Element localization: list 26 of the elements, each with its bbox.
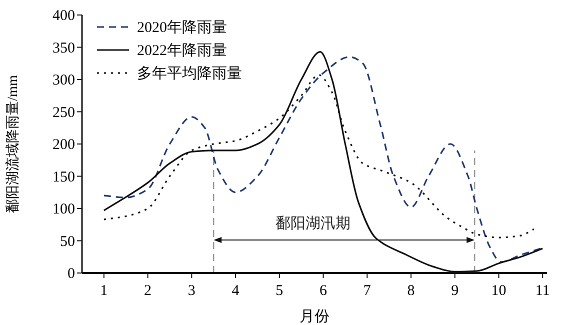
y-tick-label: 150 (52, 169, 75, 186)
x-tick-label: 2 (144, 283, 152, 299)
x-tick-label: 1 (100, 283, 108, 299)
legend-label: 2020年降雨量 (137, 19, 227, 36)
x-tick-label: 10 (491, 283, 506, 299)
y-tick-label: 350 (52, 40, 75, 56)
x-tick-label: 4 (232, 283, 240, 299)
legend-label: 多年平均降雨量 (137, 65, 242, 82)
x-tick-label: 11 (535, 283, 550, 299)
y-tick-label: 300 (52, 72, 75, 88)
x-tick-label: 8 (407, 283, 415, 299)
y-tick-label: 250 (52, 104, 75, 121)
x-tick-label: 7 (363, 283, 372, 299)
annotation: 鄱阳湖汛期 (275, 215, 350, 232)
x-axis-title: 月份 (300, 309, 330, 325)
x-tick-label: 3 (188, 283, 196, 299)
y-tick-label: 400 (52, 8, 75, 24)
x-tick-label: 9 (451, 283, 459, 299)
y-tick-label: 100 (52, 202, 75, 218)
legend-label: 2022年降雨量 (137, 42, 227, 59)
x-tick-label: 6 (320, 283, 328, 299)
y-tick-label: 0 (68, 266, 75, 282)
x-tick-label: 5 (276, 283, 284, 299)
y-axis-title: 鄱阳湖流域降雨量/mm (5, 75, 21, 213)
y-tick-label: 50 (60, 234, 75, 250)
y-tick-label: 200 (52, 137, 75, 153)
